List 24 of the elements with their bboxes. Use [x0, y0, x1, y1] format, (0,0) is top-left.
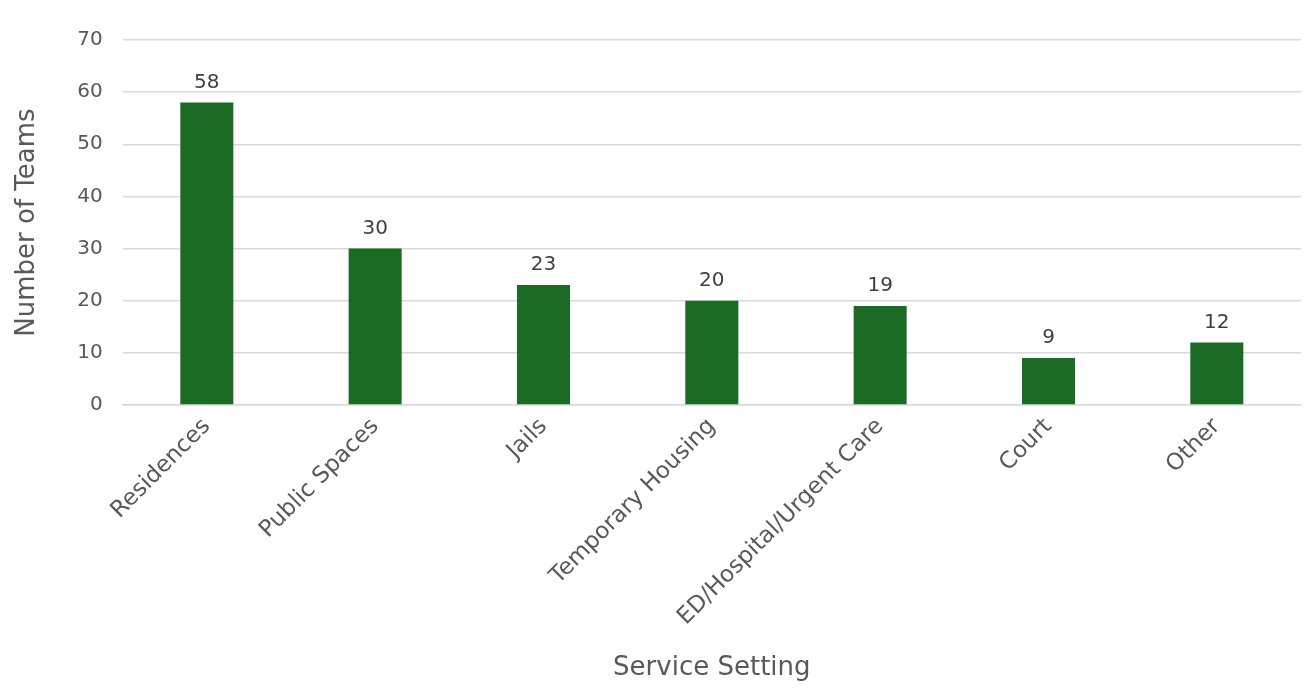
bar [1190, 342, 1244, 405]
y-tick-label: 40 [77, 182, 103, 207]
bar [348, 248, 402, 405]
bar [685, 300, 739, 405]
y-axis-title: Number of Teams [10, 108, 41, 337]
data-label: 12 [1204, 308, 1230, 333]
x-axis-title: Service Setting [613, 651, 811, 682]
data-label: 9 [1042, 324, 1055, 349]
y-tick-label: 50 [77, 130, 103, 155]
data-label: 58 [194, 68, 220, 93]
y-tick-label: 20 [77, 286, 103, 311]
data-label: 20 [699, 266, 725, 291]
y-tick-label: 0 [89, 391, 103, 416]
y-tick-label: 10 [77, 339, 103, 364]
bar [516, 285, 570, 405]
y-tick-label: 30 [77, 234, 103, 259]
bar [853, 305, 907, 405]
data-label: 23 [530, 251, 557, 276]
data-label: 19 [867, 272, 893, 297]
data-label: 30 [362, 214, 388, 239]
bar [180, 102, 234, 405]
y-tick-label: 70 [77, 26, 103, 51]
bar [1021, 358, 1076, 405]
y-tick-label: 60 [77, 78, 103, 103]
